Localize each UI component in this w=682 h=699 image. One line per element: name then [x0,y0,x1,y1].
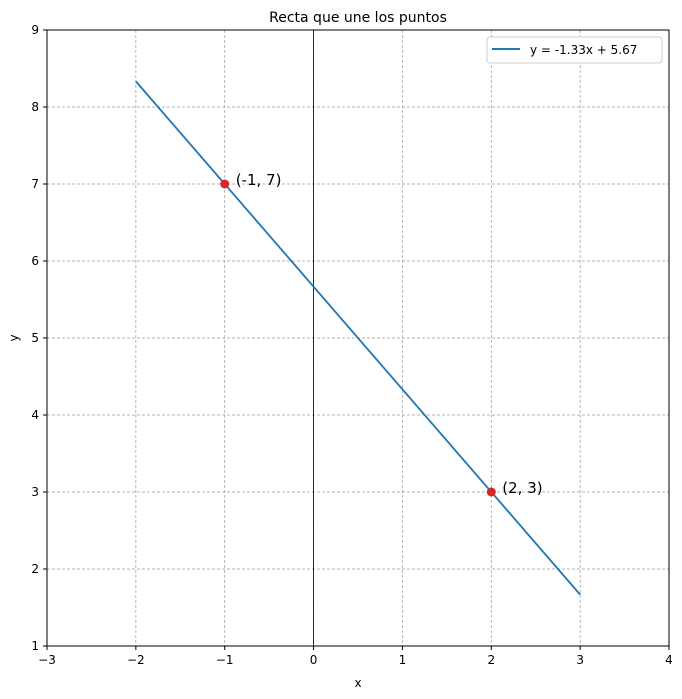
y-tick-label: 4 [31,408,39,422]
chart-title: Recta que une los puntos [269,10,447,26]
y-tick-label: 1 [31,639,39,653]
y-tick-label: 9 [31,23,39,37]
legend: y = -1.33x + 5.67 [486,36,663,64]
x-axis-label: x [354,676,361,690]
y-tick-label: 7 [31,177,39,191]
y-tick-label: 5 [31,331,39,345]
series-line [135,80,581,596]
y-tick-label: 3 [31,485,39,499]
point-label: (-1, 7) [236,171,282,189]
legend-label: y = -1.33x + 5.67 [530,43,637,57]
x-tick-label: −3 [38,653,56,667]
x-tick-label: 0 [310,653,318,667]
series-layer [135,80,581,596]
y-axis-ticks: 1 2 3 4 5 6 7 8 9 [31,23,47,653]
y-tick-label: 8 [31,100,39,114]
x-tick-label: 4 [665,653,673,667]
data-point [220,179,230,189]
x-tick-label: 3 [576,653,584,667]
points-layer: (-1, 7) (2, 3) [220,171,543,497]
point-label: (2, 3) [502,479,542,497]
y-tick-label: 2 [31,562,39,576]
x-tick-label: 2 [487,653,495,667]
x-tick-label: −1 [216,653,234,667]
legend-box [486,36,663,64]
y-axis-label: y [7,334,21,341]
x-tick-label: 1 [399,653,407,667]
y-tick-label: 6 [31,254,39,268]
x-axis-ticks: −3 −2 −1 0 1 2 3 4 [38,646,673,667]
x-tick-label: −2 [127,653,145,667]
data-point [486,487,496,497]
